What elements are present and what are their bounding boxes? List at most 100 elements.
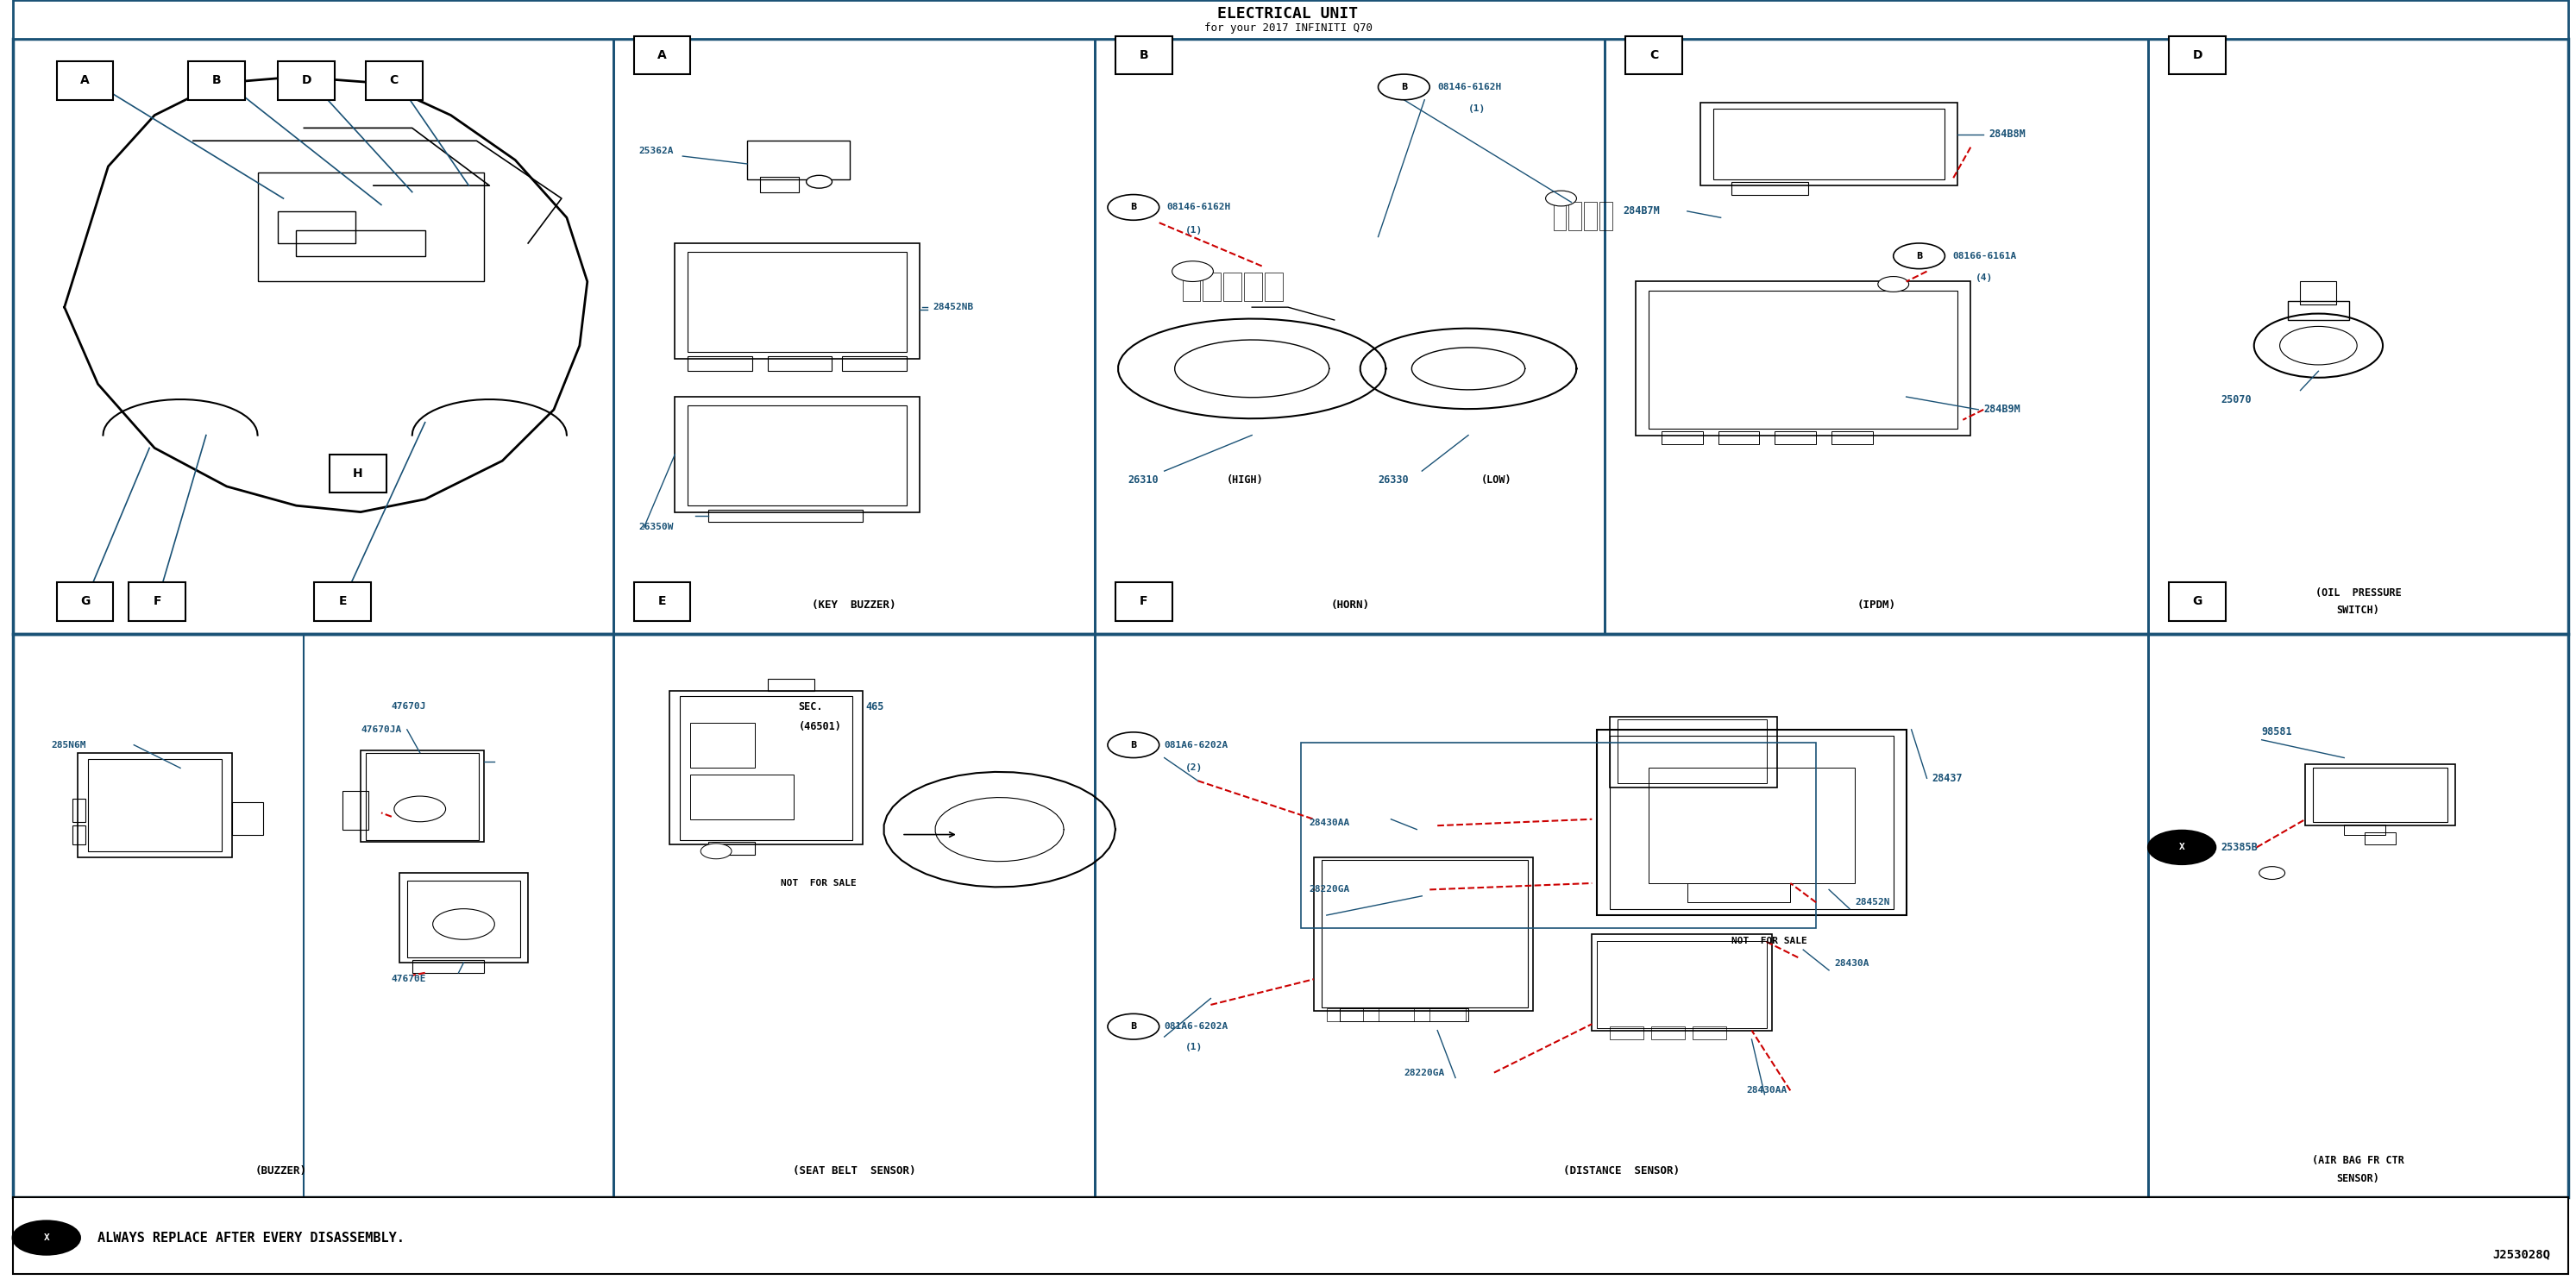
- Bar: [57, 582, 113, 621]
- Text: B: B: [1917, 252, 1922, 260]
- Bar: [1636, 282, 1971, 435]
- Text: D: D: [2192, 49, 2202, 61]
- Text: (1): (1): [1185, 1043, 1203, 1051]
- Bar: [1182, 273, 1200, 301]
- Text: 08166-6161A: 08166-6161A: [1953, 252, 2017, 260]
- Bar: [2365, 832, 2396, 845]
- Bar: [13, 634, 2568, 1197]
- Bar: [1095, 38, 1605, 634]
- Bar: [842, 356, 907, 371]
- Bar: [72, 799, 85, 822]
- Text: NOT  FOR SALE: NOT FOR SALE: [1731, 937, 1806, 945]
- Bar: [13, 0, 2568, 38]
- Bar: [690, 774, 793, 819]
- Bar: [1649, 291, 1958, 429]
- Bar: [1610, 1027, 1643, 1039]
- Text: 47670E: 47670E: [392, 975, 428, 983]
- Text: ELECTRICAL UNIT: ELECTRICAL UNIT: [1218, 6, 1358, 22]
- Bar: [1610, 717, 1777, 787]
- Text: 28437: 28437: [1932, 773, 1963, 783]
- Bar: [13, 1197, 2568, 1274]
- Bar: [412, 960, 484, 973]
- Bar: [708, 842, 755, 855]
- Bar: [1340, 1009, 1468, 1021]
- Text: G: G: [2192, 595, 2202, 608]
- Text: F: F: [1139, 595, 1149, 608]
- Bar: [1618, 719, 1767, 783]
- Bar: [690, 723, 755, 768]
- Text: (OIL  PRESSURE: (OIL PRESSURE: [2316, 588, 2401, 598]
- Bar: [1244, 273, 1262, 301]
- Circle shape: [2148, 831, 2215, 864]
- Bar: [1718, 431, 1759, 444]
- Bar: [314, 582, 371, 621]
- Bar: [688, 406, 907, 506]
- Bar: [1301, 742, 1816, 928]
- Text: SENSOR): SENSOR): [2336, 1174, 2380, 1184]
- Text: C: C: [389, 74, 399, 87]
- Text: 25362A: 25362A: [639, 147, 675, 155]
- Bar: [675, 397, 920, 512]
- Bar: [330, 454, 386, 493]
- Bar: [768, 356, 832, 371]
- Circle shape: [1108, 195, 1159, 220]
- Bar: [13, 38, 2568, 634]
- Text: B: B: [1139, 49, 1149, 61]
- Bar: [613, 634, 1095, 1197]
- Bar: [708, 509, 863, 522]
- Text: (1): (1): [1185, 227, 1203, 234]
- Bar: [278, 211, 355, 243]
- Bar: [296, 230, 425, 256]
- Bar: [2169, 36, 2226, 74]
- Text: (2): (2): [1185, 764, 1203, 772]
- Text: 465: 465: [866, 701, 884, 712]
- Bar: [2344, 824, 2385, 835]
- Bar: [366, 61, 422, 100]
- Text: 285N6M: 285N6M: [52, 741, 88, 749]
- Circle shape: [1108, 1014, 1159, 1039]
- Bar: [768, 678, 814, 691]
- Text: B: B: [1131, 204, 1136, 211]
- Bar: [747, 141, 850, 179]
- Bar: [760, 177, 799, 192]
- Text: (IPDM): (IPDM): [1857, 600, 1896, 611]
- Bar: [670, 691, 863, 845]
- Text: G: G: [80, 595, 90, 608]
- Bar: [1662, 431, 1703, 444]
- Bar: [675, 243, 920, 358]
- Text: (AIR BAG FR CTR: (AIR BAG FR CTR: [2313, 1156, 2403, 1166]
- Bar: [1600, 202, 1613, 230]
- Text: NOT  FOR SALE: NOT FOR SALE: [781, 879, 855, 887]
- Bar: [1265, 273, 1283, 301]
- Bar: [1115, 36, 1172, 74]
- Text: 26310: 26310: [1128, 475, 1159, 485]
- Text: 081A6-6202A: 081A6-6202A: [1164, 1023, 1229, 1030]
- Text: 25070: 25070: [2221, 394, 2251, 404]
- Text: E: E: [657, 595, 667, 608]
- Bar: [232, 803, 263, 835]
- Text: A: A: [80, 74, 90, 87]
- Text: 26350W: 26350W: [639, 524, 675, 531]
- Bar: [1731, 182, 1808, 195]
- Text: 28452NB: 28452NB: [933, 303, 974, 311]
- Bar: [1651, 1027, 1685, 1039]
- Bar: [304, 634, 613, 1197]
- Text: 284B7M: 284B7M: [1623, 206, 1659, 216]
- Bar: [1649, 768, 1855, 883]
- Bar: [188, 61, 245, 100]
- Text: SWITCH): SWITCH): [2336, 605, 2380, 616]
- Bar: [343, 791, 368, 829]
- Bar: [1713, 109, 1945, 179]
- Text: 47670JA: 47670JA: [361, 726, 402, 733]
- Text: 08146-6162H: 08146-6162H: [1167, 204, 1231, 211]
- Text: 25385B: 25385B: [2221, 842, 2257, 852]
- Circle shape: [701, 844, 732, 859]
- Text: 28220GA: 28220GA: [1404, 1069, 1445, 1076]
- Text: C: C: [1649, 49, 1659, 61]
- Bar: [1775, 431, 1816, 444]
- Bar: [1553, 202, 1566, 230]
- Text: X: X: [44, 1234, 49, 1242]
- Bar: [129, 582, 185, 621]
- Circle shape: [433, 909, 495, 940]
- Text: B: B: [1131, 741, 1136, 749]
